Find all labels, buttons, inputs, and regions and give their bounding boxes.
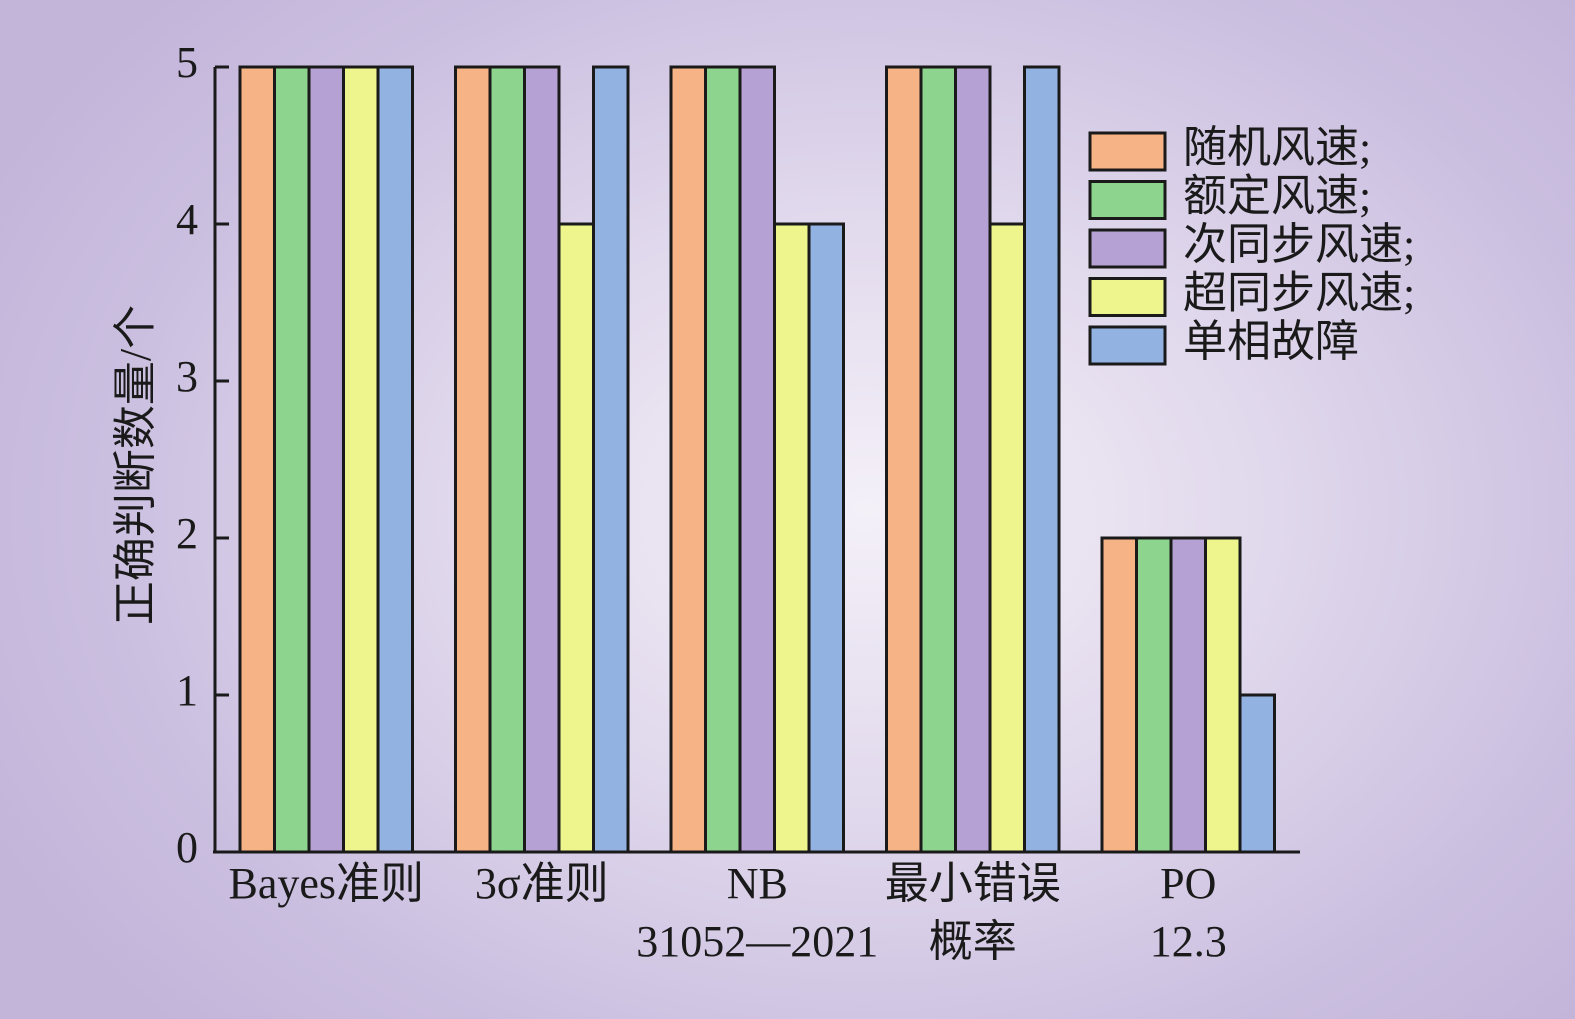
bar-5-series-3 (1169, 536, 1207, 854)
bar-4-series-4 (988, 222, 1026, 854)
legend-label: 超同步风速; (1183, 269, 1415, 318)
y-tick-label: 2 (176, 509, 198, 558)
bar-1-series-2 (273, 65, 311, 854)
legend: 随机风速;额定风速;次同步风速;超同步风速;单相故障 (1088, 123, 1415, 366)
bar-3-series-4 (773, 222, 811, 854)
legend-label: 随机风速; (1183, 123, 1371, 172)
bar-5-series-5 (1238, 693, 1276, 854)
bar-5-series-2 (1135, 536, 1173, 854)
bar-5-series-1 (1100, 536, 1138, 854)
bar-1-series-5 (376, 65, 414, 854)
legend-label: 次同步风速; (1183, 220, 1415, 269)
legend-swatch (1088, 277, 1167, 317)
bar-3-series-3 (738, 65, 776, 854)
bar-3-series-1 (669, 65, 707, 854)
x-tick-label: 12.3 (1150, 917, 1227, 966)
legend-label: 额定风速; (1183, 172, 1371, 221)
legend-swatch (1088, 325, 1167, 366)
y-tick-label: 3 (176, 352, 198, 401)
y-ticks-group: 0 1 2 3 4 5 (176, 38, 229, 872)
legend-swatch (1088, 180, 1167, 220)
bar-5-series-4 (1204, 536, 1242, 854)
bar-3-series-2 (704, 65, 742, 854)
x-tick-label: 概率 (929, 917, 1017, 966)
bar-1-series-1 (238, 65, 276, 854)
x-tick-label: Bayes准则 (228, 859, 424, 908)
bar-2-series-1 (454, 65, 492, 854)
legend-label: 单相故障 (1183, 317, 1359, 366)
x-tick-label: 31052—2021 (636, 917, 878, 966)
y-tick-label: 4 (176, 195, 198, 244)
x-tick-label: PO (1160, 859, 1216, 908)
bar-4-series-2 (919, 65, 957, 854)
bar-2-series-5 (592, 65, 630, 854)
y-tick-label: 5 (176, 38, 198, 87)
y-tick-label: 1 (176, 666, 198, 715)
y-axis-label: 正确判断数量/个 (111, 305, 160, 625)
bar-3-series-5 (807, 222, 845, 854)
x-tick-label: 最小错误 (885, 859, 1061, 908)
bar-2-series-2 (488, 65, 526, 854)
legend-swatch (1088, 131, 1167, 172)
bar-4-series-3 (954, 65, 992, 854)
bar-1-series-4 (342, 65, 380, 854)
bar-2-series-3 (523, 65, 561, 854)
bar-4-series-5 (1023, 65, 1061, 854)
bar-1-series-3 (307, 65, 345, 854)
x-tick-label: NB (727, 859, 788, 908)
x-tick-label: 3σ准则 (475, 859, 609, 908)
legend-swatch (1088, 228, 1167, 269)
y-tick-label: 0 (176, 823, 198, 872)
bar-4-series-1 (885, 65, 923, 854)
bar-2-series-4 (557, 222, 595, 854)
bars-group (238, 65, 1276, 854)
